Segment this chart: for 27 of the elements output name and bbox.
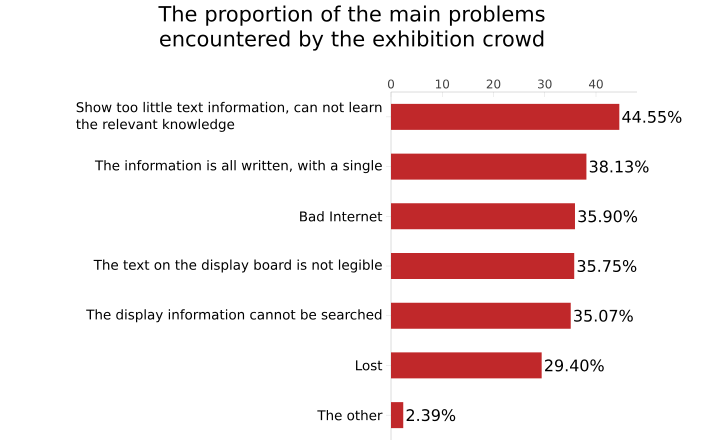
y-tick-label: The other	[317, 410, 382, 420]
bar	[391, 302, 571, 329]
data-label: 35.75%	[578, 260, 636, 272]
data-label: 35.90%	[578, 210, 638, 222]
bar	[391, 203, 575, 230]
data-label: 38.13%	[590, 160, 649, 173]
y-tick-label: The information is all written, with a single	[94, 160, 382, 174]
data-label: 35.07%	[574, 310, 633, 322]
chart-title: The proportion of the main problems encountered by the exhibition crowd	[158, 6, 545, 51]
x-tick-label: 10	[436, 79, 450, 88]
y-tick-label: Show too little text information, can not learn the relevant knowledge	[76, 102, 382, 132]
bar	[391, 253, 574, 280]
bar	[391, 154, 586, 180]
x-tick-label: 30	[538, 79, 552, 88]
x-tick-label: 0	[388, 79, 394, 88]
x-tick-label: 40	[588, 79, 603, 88]
bar	[391, 352, 542, 378]
y-tick-label: Bad Internet	[300, 211, 382, 222]
y-tick-label: The text on the display board is not legible	[94, 260, 382, 273]
y-tick-label: The display information cannot be searched	[86, 309, 382, 322]
data-label: 44.55%	[622, 110, 682, 123]
data-label: 2.39%	[406, 409, 456, 422]
bar	[391, 104, 620, 130]
y-tick-label: Lost	[356, 360, 382, 370]
data-label: 29.40%	[545, 359, 604, 372]
x-tick-label: 20	[486, 79, 500, 88]
bar	[391, 402, 404, 428]
